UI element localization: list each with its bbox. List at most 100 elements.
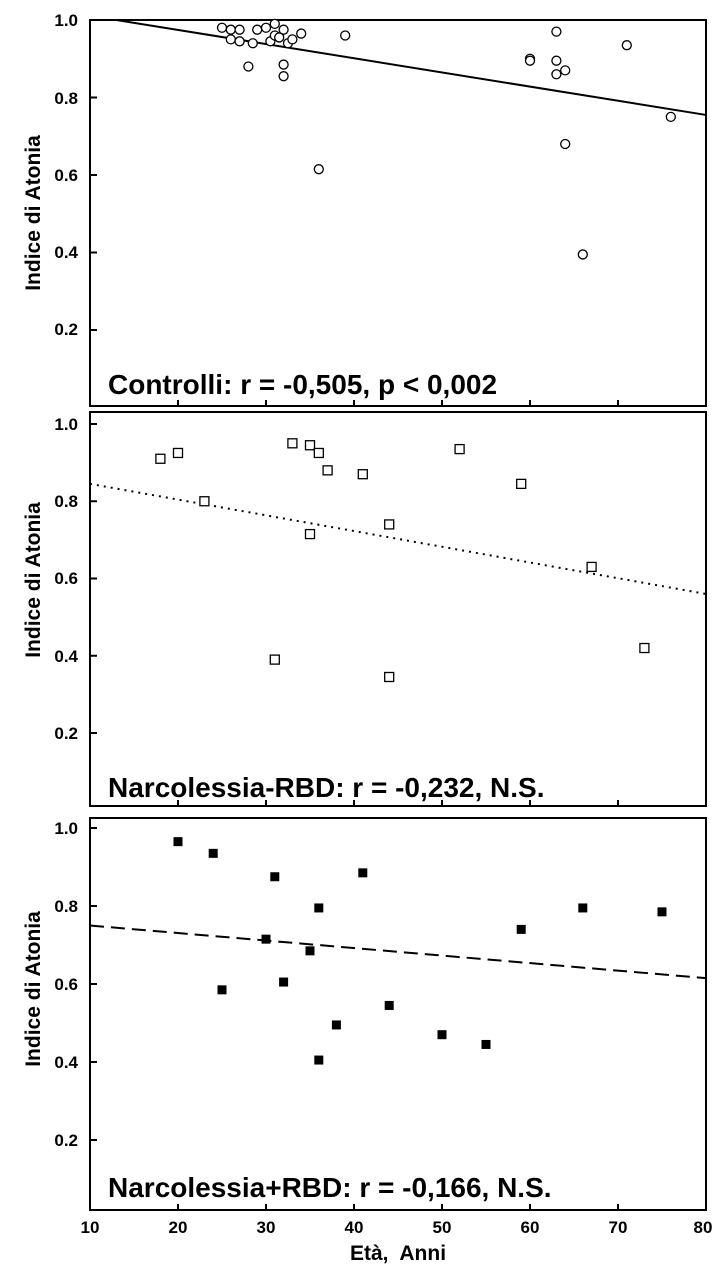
y-axis-label: Indice di Atonia	[22, 502, 45, 658]
y-axis-label: Indice di Atonia	[22, 911, 45, 1067]
data-point	[639, 642, 650, 654]
regression-line-group	[89, 482, 707, 595]
regression-line	[116, 19, 707, 116]
y-tick-label: 0.6	[54, 975, 78, 994]
plot-frame	[89, 817, 707, 1211]
plot-frame	[89, 19, 707, 407]
data-point	[578, 903, 588, 913]
data-point	[586, 561, 597, 573]
data-point	[516, 478, 527, 490]
data-point	[287, 438, 298, 449]
x-tick-label: 40	[345, 1218, 364, 1237]
data-point	[437, 1030, 447, 1040]
data-point	[551, 69, 562, 80]
x-tick-label: 50	[433, 1218, 452, 1237]
data-point	[278, 71, 289, 82]
data-point	[313, 447, 324, 459]
data-point	[384, 1000, 394, 1010]
data-point	[261, 934, 271, 944]
data-point	[357, 469, 368, 480]
data-point	[304, 440, 316, 451]
data-point	[384, 671, 395, 683]
data-point	[199, 496, 210, 507]
plot-frame	[89, 411, 707, 807]
data-point	[551, 55, 562, 66]
data-point	[296, 28, 307, 39]
x-tick-label: 60	[521, 1218, 540, 1237]
data-point	[260, 22, 272, 33]
x-tick-label: 80	[694, 1218, 713, 1237]
data-point	[269, 654, 280, 665]
data-point	[577, 249, 588, 260]
correlation-annotation: Narcolessia-RBD: r = -0,232, N.S.	[108, 772, 545, 803]
tick-marks	[89, 19, 707, 406]
y-tick-label: 0.4	[54, 647, 78, 666]
y-tick-label: 0.4	[54, 1053, 78, 1072]
x-axis-label: Età, Anni	[350, 1242, 446, 1265]
y-tick-label: 0.8	[54, 89, 78, 108]
data-point	[314, 1055, 324, 1065]
data-point	[234, 24, 245, 35]
regression-line-group	[116, 19, 707, 116]
data-point	[454, 443, 465, 455]
data-point	[208, 848, 218, 858]
data-point	[274, 32, 285, 43]
data-point	[279, 977, 289, 987]
data-point	[358, 868, 368, 878]
tick-marks	[89, 827, 707, 1210]
data-point	[252, 24, 263, 35]
y-tick-label: 0.8	[54, 897, 78, 916]
x-tick-label: 20	[169, 1218, 188, 1237]
data-point	[155, 453, 166, 464]
data-point	[322, 465, 333, 476]
y-tick-label: 1.0	[54, 11, 78, 30]
data-point	[217, 985, 227, 995]
tick-marks	[89, 423, 707, 806]
data-point	[481, 1039, 491, 1049]
x-tick-label: 70	[609, 1218, 628, 1237]
data-point	[278, 24, 289, 35]
data-points	[155, 438, 650, 683]
x-tick-label: 10	[81, 1218, 100, 1237]
data-point	[243, 61, 254, 72]
x-tick-label: 30	[257, 1218, 276, 1237]
data-point	[331, 1020, 341, 1030]
data-point	[657, 907, 667, 917]
y-tick-label: 0.2	[54, 724, 78, 743]
correlation-annotation: Narcolessia+RBD: r = -0,166, N.S.	[108, 1172, 552, 1203]
y-tick-label: 0.8	[54, 492, 78, 511]
correlation-annotation: Controlli: r = -0,505, p < 0,002	[108, 369, 497, 400]
y-tick-label: 0.4	[54, 243, 78, 262]
y-axis-label: Indice di Atonia	[22, 135, 45, 291]
data-point	[247, 38, 258, 49]
regression-line	[89, 482, 707, 595]
data-point	[234, 36, 245, 47]
data-point	[216, 22, 228, 33]
data-point	[340, 30, 351, 41]
data-point	[269, 18, 280, 30]
panel-narcolessia-no-rbd: Indice di Atonia 1.0 0.8 0.6 0.4 0.2 Nar…	[22, 411, 707, 807]
data-points	[216, 18, 676, 260]
data-point	[172, 447, 184, 459]
panel-narcolessia-rbd: Indice di Atonia 1.0 0.8 0.6 0.4 0.2 Nar…	[22, 817, 713, 1265]
data-point	[524, 55, 536, 66]
y-tick-label: 0.2	[54, 320, 78, 339]
y-tick-label: 1.0	[54, 819, 78, 838]
data-point	[305, 946, 315, 956]
data-point	[384, 519, 395, 530]
data-point	[314, 903, 324, 913]
data-point	[173, 837, 183, 847]
y-tick-label: 1.0	[54, 415, 78, 434]
data-point	[270, 872, 280, 882]
data-point	[313, 164, 324, 175]
regression-line	[89, 924, 707, 980]
data-point	[287, 34, 298, 45]
data-point	[665, 111, 676, 123]
regression-line-group	[89, 924, 707, 980]
y-tick-label: 0.2	[54, 1131, 78, 1150]
data-points	[173, 837, 667, 1065]
data-point	[551, 26, 562, 37]
data-point	[225, 34, 236, 45]
